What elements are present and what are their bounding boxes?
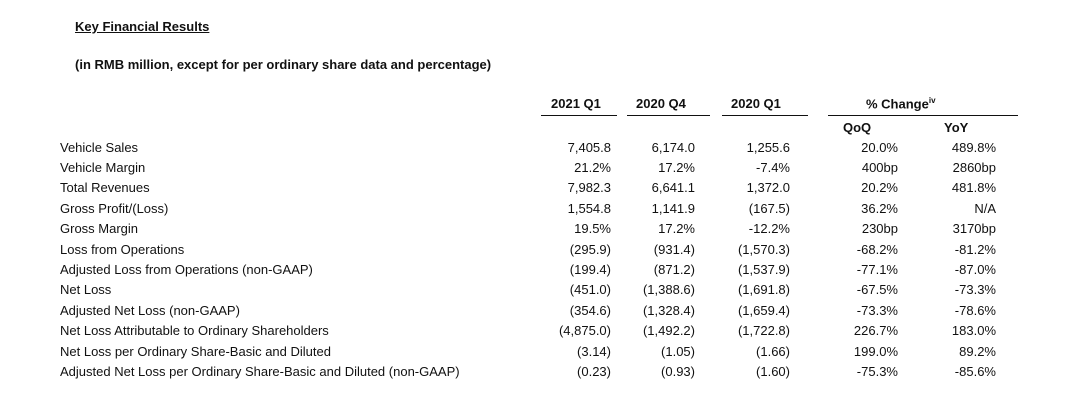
cell-yoy: 489.8% bbox=[951, 139, 996, 155]
table-row: Adjusted Net Loss (non-GAAP) (354.6) (1,32… bbox=[60, 300, 996, 320]
cell-q1-2021: (0.23) bbox=[577, 363, 611, 379]
cell-yoy: -81.2% bbox=[954, 241, 996, 257]
cell-yoy: 3170bp bbox=[952, 221, 996, 237]
cell-q1-2020: (1,691.8) bbox=[737, 282, 790, 298]
cell-qoq: 400bp bbox=[861, 160, 898, 176]
cell-yoy: 183.0% bbox=[951, 323, 996, 339]
cell-q1-2020: -12.2% bbox=[748, 221, 790, 237]
cell-q1-2020: 1,372.0 bbox=[746, 180, 790, 196]
row-label: Adjusted Net Loss per Ordinary Share-Bas… bbox=[60, 363, 460, 379]
cell-qoq: -68.2% bbox=[856, 241, 898, 257]
table-row: Gross Margin 19.5% 17.2% -12.2% 230bp 3170bp bbox=[60, 219, 996, 239]
financial-results-table: Vehicle Sales 7,405.8 6,174.0 1,255.6 20.0% 4… bbox=[60, 137, 996, 382]
table-row: Net Loss per Ordinary Share-Basic and Di… bbox=[60, 341, 996, 361]
cell-yoy: -73.3% bbox=[954, 282, 996, 298]
cell-yoy: 89.2% bbox=[959, 343, 996, 359]
header-rule-pct-change bbox=[828, 115, 1018, 116]
document-title: Key Financial Results bbox=[75, 19, 210, 34]
cell-q1-2020: (1,570.3) bbox=[737, 241, 790, 257]
table-row: Adjusted Net Loss per Ordinary Share-Bas… bbox=[60, 361, 996, 381]
pct-change-footnote: iv bbox=[928, 96, 936, 105]
cell-qoq: -73.3% bbox=[856, 302, 898, 318]
cell-yoy: 481.8% bbox=[951, 180, 996, 196]
cell-q4-2020: (1,388.6) bbox=[642, 282, 695, 298]
row-label: Adjusted Loss from Operations (non-GAAP) bbox=[60, 262, 313, 278]
row-label: Net Loss per Ordinary Share-Basic and Di… bbox=[60, 343, 331, 359]
table-row: Net Loss (451.0) (1,388.6) (1,691.8) -67.5% -… bbox=[60, 280, 996, 300]
cell-qoq: -75.3% bbox=[856, 363, 898, 379]
table-row: Vehicle Margin 21.2% 17.2% -7.4% 400bp 2860bp bbox=[60, 157, 996, 177]
table-row: Loss from Operations (295.9) (931.4) (1,570… bbox=[60, 239, 996, 259]
cell-q4-2020: (871.2) bbox=[653, 262, 695, 278]
cell-qoq: 20.0% bbox=[861, 139, 898, 155]
cell-q1-2020: -7.4% bbox=[756, 160, 790, 176]
cell-q1-2020: (1,659.4) bbox=[737, 302, 790, 318]
cell-yoy: -85.6% bbox=[954, 363, 996, 379]
cell-q1-2021: (354.6) bbox=[569, 302, 611, 318]
cell-q4-2020: 6,641.1 bbox=[651, 180, 695, 196]
table-row: Gross Profit/(Loss) 1,554.8 1,141.9 (167.5)… bbox=[60, 198, 996, 218]
col-header-qoq: QoQ bbox=[843, 120, 872, 135]
cell-q1-2021: 7,982.3 bbox=[567, 180, 611, 196]
row-label: Net Loss bbox=[60, 282, 112, 298]
row-label: Adjusted Net Loss (non-GAAP) bbox=[60, 302, 240, 318]
cell-q1-2021: 1,554.8 bbox=[567, 200, 611, 216]
cell-q1-2020: (1.60) bbox=[756, 363, 790, 379]
cell-qoq: -77.1% bbox=[856, 262, 898, 278]
cell-q1-2021: (199.4) bbox=[569, 262, 611, 278]
col-header-2021-q1: 2021 Q1 bbox=[551, 96, 601, 111]
cell-q1-2020: (1,537.9) bbox=[737, 262, 790, 278]
col-header-2020-q4: 2020 Q4 bbox=[636, 96, 686, 111]
cell-q4-2020: (1,328.4) bbox=[642, 302, 695, 318]
row-label: Gross Profit/(Loss) bbox=[60, 200, 169, 216]
cell-q1-2021: (295.9) bbox=[569, 241, 611, 257]
cell-qoq: 230bp bbox=[861, 221, 898, 237]
cell-qoq: -67.5% bbox=[856, 282, 898, 298]
row-label: Net Loss Attributable to Ordinary Shareh… bbox=[60, 323, 329, 339]
cell-q1-2021: 19.5% bbox=[574, 221, 611, 237]
cell-q1-2021: (3.14) bbox=[577, 343, 611, 359]
cell-q1-2021: 21.2% bbox=[574, 160, 611, 176]
table-row: Total Revenues 7,982.3 6,641.1 1,372.0 20.2%… bbox=[60, 178, 996, 198]
row-label: Gross Margin bbox=[60, 221, 139, 237]
cell-q1-2020: (167.5) bbox=[748, 200, 790, 216]
cell-q1-2020: (1.66) bbox=[756, 343, 790, 359]
row-label: Total Revenues bbox=[60, 180, 150, 196]
header-rule-2021-q1 bbox=[541, 115, 617, 116]
table-row: Adjusted Loss from Operations (non-GAAP)… bbox=[60, 259, 996, 279]
table-row: Net Loss Attributable to Ordinary Shareh… bbox=[60, 321, 996, 341]
cell-yoy: 2860bp bbox=[952, 160, 996, 176]
document-subtitle: (in RMB million, except for per ordinary… bbox=[75, 57, 492, 72]
cell-q1-2021: (4,875.0) bbox=[558, 323, 611, 339]
cell-yoy: -87.0% bbox=[954, 262, 996, 278]
cell-q1-2021: (451.0) bbox=[569, 282, 611, 298]
pct-change-label: % Change bbox=[866, 96, 929, 112]
cell-qoq: 199.0% bbox=[853, 343, 898, 359]
cell-yoy: N/A bbox=[974, 200, 996, 216]
cell-qoq: 226.7% bbox=[853, 323, 898, 339]
cell-q4-2020: (1.05) bbox=[661, 343, 695, 359]
cell-q1-2020: 1,255.6 bbox=[746, 139, 790, 155]
row-label: Vehicle Sales bbox=[60, 139, 139, 155]
row-label: Vehicle Margin bbox=[60, 160, 146, 176]
table-row: Vehicle Sales 7,405.8 6,174.0 1,255.6 20.0% 4… bbox=[60, 137, 996, 157]
row-label: Loss from Operations bbox=[60, 241, 185, 257]
cell-yoy: -78.6% bbox=[954, 302, 996, 318]
header-rule-2020-q1 bbox=[722, 115, 808, 116]
cell-q4-2020: 1,141.9 bbox=[651, 200, 695, 216]
header-rule-2020-q4 bbox=[627, 115, 710, 116]
cell-qoq: 36.2% bbox=[861, 200, 898, 216]
col-header-yoy: YoY bbox=[944, 120, 969, 135]
col-header-pct-change: % Changeiv bbox=[866, 96, 936, 111]
cell-q4-2020: (0.93) bbox=[661, 363, 695, 379]
cell-q4-2020: 17.2% bbox=[658, 160, 695, 176]
cell-q4-2020: (931.4) bbox=[653, 241, 695, 257]
cell-q4-2020: (1,492.2) bbox=[642, 323, 695, 339]
cell-qoq: 20.2% bbox=[861, 180, 898, 196]
col-header-2020-q1: 2020 Q1 bbox=[731, 96, 781, 111]
cell-q4-2020: 6,174.0 bbox=[651, 139, 695, 155]
cell-q1-2020: (1,722.8) bbox=[737, 323, 790, 339]
cell-q4-2020: 17.2% bbox=[658, 221, 695, 237]
cell-q1-2021: 7,405.8 bbox=[567, 139, 611, 155]
